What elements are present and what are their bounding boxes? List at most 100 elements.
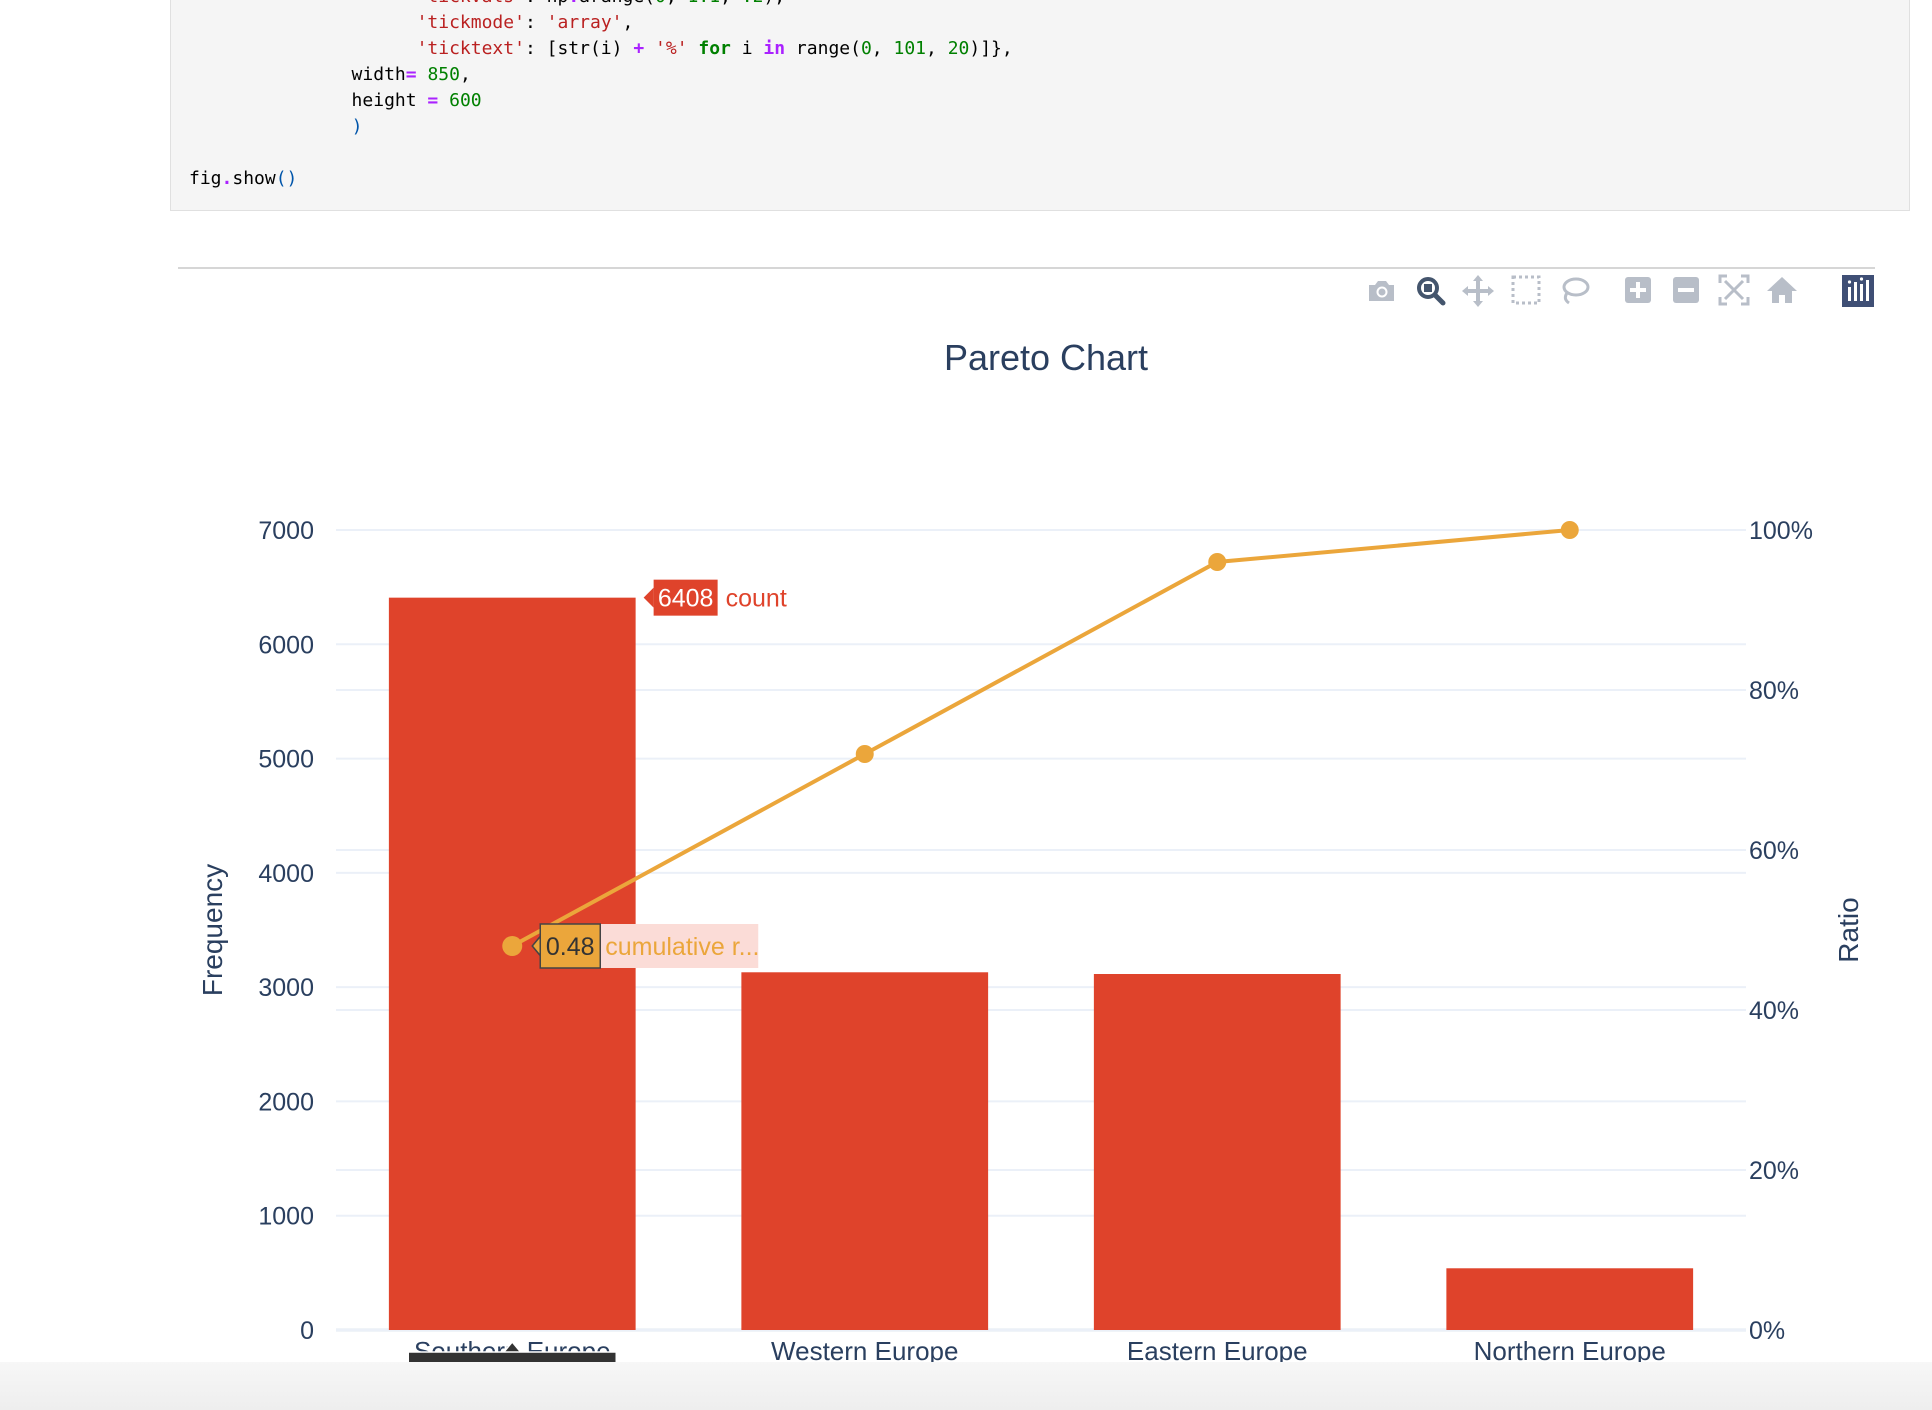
y-tick-label: 1000: [258, 1203, 314, 1231]
code-token: 600: [449, 90, 482, 111]
line-marker[interactable]: [1560, 521, 1579, 539]
code-token: arange(: [579, 0, 655, 7]
cumulative-line: [511, 528, 1570, 948]
code-token: =: [427, 90, 439, 111]
reset-axes-home-icon[interactable]: [1764, 270, 1800, 310]
code-token: [189, 12, 417, 33]
code-line: 'ticktext': [str(i) + '%' for i in range…: [189, 36, 1013, 62]
code-token: 'tickvals': [417, 0, 525, 7]
code-token: (): [275, 168, 298, 189]
y-axis-title: Frequency: [197, 864, 228, 996]
zoom-magnifier-icon[interactable]: [1412, 270, 1448, 310]
code-token: ,: [622, 12, 634, 33]
code-token: : np: [525, 0, 568, 7]
hover-line-name-bg: [600, 924, 759, 968]
hover-bar-series: count: [726, 585, 787, 613]
y2-axis-title: Ratio: [1833, 897, 1864, 962]
code-line: [189, 140, 1013, 166]
code-token: [417, 64, 428, 85]
hover-line-box: [539, 923, 601, 969]
code-token: ): [351, 116, 363, 137]
y2-tick-label: 60%: [1749, 837, 1799, 865]
bar[interactable]: [1446, 1268, 1694, 1330]
code-token: 1.1: [688, 0, 721, 7]
y2-tick-label: 0%: [1749, 1317, 1785, 1345]
x-tick-label: Eastern Europe: [1127, 1336, 1308, 1366]
y-tick-label: 3000: [258, 974, 314, 1002]
hover-line-series: cumulative r...: [605, 933, 759, 961]
code-token: [438, 90, 449, 111]
y-tick-label: 2000: [258, 1088, 314, 1116]
x-tick-label: Western Europe: [771, 1336, 958, 1366]
code-token: ,: [871, 38, 894, 59]
code-token: 'array': [546, 12, 623, 33]
code-token: ,: [720, 0, 742, 7]
code-token: [189, 38, 417, 59]
y-tick-label: 0: [300, 1317, 314, 1345]
zoom-in-plus-icon[interactable]: [1620, 270, 1656, 310]
pareto-chart[interactable]: Pareto Chart 0 1000 2000 3000 4000 5000 6000 700…: [178, 300, 1878, 1395]
chart-title: Pareto Chart: [944, 337, 1148, 378]
box-select-icon[interactable]: [1508, 270, 1544, 310]
code-token: [688, 38, 699, 59]
code-line: fig.show(): [189, 166, 1013, 192]
code-token: : [str(i): [524, 38, 634, 59]
chart-svg[interactable]: Pareto Chart 0 1000 2000 3000 4000 5000 6000 700…: [178, 300, 1878, 1395]
code-token: i: [730, 38, 764, 59]
bar[interactable]: [1093, 974, 1341, 1330]
code-token: 20: [947, 38, 970, 59]
hovered-line-marker[interactable]: [502, 936, 523, 956]
code-token: ,: [926, 38, 948, 59]
hover-bar-value: 6408: [658, 585, 714, 613]
autoscale-icon[interactable]: [1716, 270, 1752, 310]
code-token: width: [189, 64, 406, 85]
code-token: [189, 0, 417, 7]
code-token: for: [698, 38, 731, 59]
code-cell[interactable]: 'tickvals': np.arange(0, 1.1, .2), 'tick…: [170, 0, 1910, 211]
hover-bar-pointer: [643, 587, 654, 608]
lasso-select-icon[interactable]: [1556, 270, 1592, 310]
code-line: ): [189, 114, 1013, 140]
code-token: :: [524, 12, 547, 33]
code-token: 101: [893, 38, 926, 59]
zoom-out-minus-icon[interactable]: [1668, 270, 1704, 310]
y-tick-label: 4000: [258, 860, 314, 888]
output-separator: [178, 267, 1875, 269]
download-plot-camera-icon[interactable]: [1363, 270, 1399, 310]
plotly-logo-icon[interactable]: [1840, 270, 1876, 310]
pan-arrows-icon[interactable]: [1460, 270, 1496, 310]
code-token: 850: [427, 64, 460, 85]
code-token: 'ticktext': [416, 38, 525, 59]
y2-tick-label: 100%: [1749, 517, 1813, 545]
bar[interactable]: [741, 972, 989, 1330]
bottom-scroll-strip: [0, 1362, 1932, 1410]
code-token: 'tickmode': [416, 12, 525, 33]
code-token: '%': [655, 38, 688, 59]
code-token: =: [405, 64, 417, 85]
code-token: )]},: [969, 38, 1013, 59]
y2-tick-label: 20%: [1749, 1157, 1799, 1185]
code-token: [644, 38, 655, 59]
x-tick-label: Northern Europe: [1474, 1336, 1666, 1366]
code-token: range(: [785, 38, 861, 59]
code-line: 'tickvals': np.arange(0, 1.1, .2),: [189, 0, 1013, 10]
code-line: 'tickmode': 'array',: [189, 10, 1013, 36]
code-token: [189, 116, 352, 137]
code-editor[interactable]: 'tickvals': np.arange(0, 1.1, .2), 'tick…: [189, 0, 1013, 192]
y-tick-label: 7000: [258, 517, 314, 545]
y2-tick-label: 40%: [1749, 997, 1799, 1025]
y-tick-label: 6000: [258, 631, 314, 659]
code-token: .2: [742, 0, 764, 7]
code-line: width= 850,: [189, 62, 1013, 88]
line-marker[interactable]: [1208, 553, 1227, 571]
line-marker[interactable]: [855, 745, 874, 763]
code-token: 0: [655, 0, 666, 7]
code-token: .: [221, 168, 233, 189]
hover-line-value: 0.48: [546, 933, 595, 961]
code-token: ),: [763, 0, 785, 7]
code-token: ,: [666, 0, 688, 7]
code-token: fig: [189, 168, 222, 189]
code-line: height = 600: [189, 88, 1013, 114]
code-token: .: [568, 0, 579, 7]
code-token: +: [633, 38, 645, 59]
